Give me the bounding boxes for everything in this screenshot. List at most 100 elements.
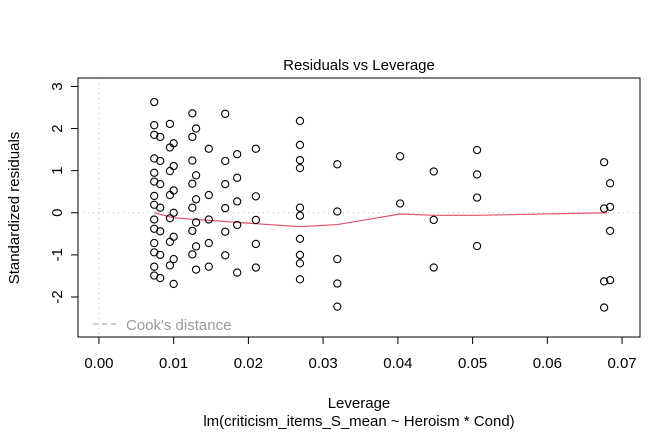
data-point — [295, 140, 305, 150]
y-tick-label: -2 — [49, 290, 66, 303]
data-point — [156, 156, 165, 166]
data-point — [333, 302, 342, 311]
data-point — [251, 215, 261, 225]
x-tick-label: 0.06 — [533, 355, 562, 372]
y-tick-label: 1 — [49, 166, 66, 174]
data-point — [191, 195, 201, 204]
data-point — [221, 156, 230, 166]
data-point — [165, 261, 175, 270]
x-tick-label: 0.00 — [84, 355, 113, 372]
data-point — [221, 251, 230, 260]
data-point — [333, 279, 342, 288]
data-point — [429, 215, 438, 225]
data-point — [169, 279, 178, 289]
data-point — [233, 220, 242, 230]
data-point — [169, 139, 178, 148]
data-point — [251, 263, 261, 272]
data-point — [395, 199, 405, 208]
data-point — [188, 250, 197, 259]
data-point — [156, 203, 165, 212]
data-point — [150, 238, 159, 248]
data-point — [333, 254, 342, 264]
data-point — [221, 109, 230, 118]
plot-area: 0.00 0.01 0.02 0.03 0.04 0.05 0.06 0.07 -2 -1 0 1 2 3… — [0, 0, 641, 372]
data-point — [233, 268, 242, 277]
data-point — [165, 237, 175, 246]
y-axis-label: Standardized residuals — [6, 132, 23, 285]
data-point — [165, 166, 175, 176]
x-tick-label: 0.04 — [383, 355, 412, 372]
data-point — [188, 179, 197, 188]
data-point — [472, 145, 482, 155]
data-point — [204, 215, 213, 224]
x-tick-label: 0.05 — [458, 355, 487, 372]
x-tick-label: 0.02 — [234, 355, 263, 372]
y-tick-label: -1 — [49, 248, 66, 261]
data-point — [221, 203, 230, 213]
data-point — [156, 132, 165, 142]
data-point — [295, 163, 305, 173]
data-point — [204, 238, 213, 248]
data-point — [295, 259, 305, 268]
data-point — [191, 265, 201, 274]
data-point — [188, 156, 197, 165]
data-point — [599, 277, 609, 286]
data-point — [204, 144, 213, 153]
y-tick-label: 3 — [49, 82, 66, 90]
data-point — [233, 173, 242, 182]
data-point — [605, 275, 615, 285]
data-point — [188, 132, 197, 142]
x-tick-label: 0.03 — [309, 355, 338, 372]
data-point — [169, 254, 178, 264]
data-point — [605, 226, 615, 236]
data-point — [156, 227, 165, 236]
data-point — [150, 262, 159, 271]
data-point — [395, 152, 405, 161]
smooth-line — [154, 212, 608, 228]
data-point — [191, 242, 201, 251]
cooks-distance-legend-label: Cook's distance — [126, 317, 231, 334]
data-point — [295, 250, 305, 260]
data-point — [169, 186, 178, 195]
data-point — [156, 273, 165, 283]
plot-frame — [77, 77, 641, 338]
x-axis-label: Leverage — [328, 395, 391, 412]
data-point — [165, 214, 175, 223]
data-point — [204, 190, 213, 200]
data-point — [169, 232, 178, 241]
data-point — [605, 179, 615, 188]
data-point — [295, 234, 305, 244]
data-point — [156, 179, 165, 189]
data-point — [333, 207, 342, 216]
data-point — [472, 193, 482, 202]
data-point — [169, 208, 178, 217]
chart-title: Residuals vs Leverage — [283, 57, 435, 74]
data-point — [188, 226, 197, 236]
data-point — [150, 121, 159, 130]
data-point — [188, 203, 197, 212]
data-point — [599, 158, 609, 167]
data-point — [599, 303, 609, 312]
data-point — [150, 168, 159, 177]
data-point — [472, 241, 482, 251]
data-point — [169, 161, 178, 171]
data-point — [251, 239, 261, 249]
data-point — [295, 116, 305, 126]
data-point — [150, 97, 159, 107]
chart-subtitle: lm(criticism_items_S_mean ~ Heroism * Co… — [203, 413, 514, 430]
data-point — [333, 160, 342, 169]
data-point — [191, 124, 201, 133]
x-tick-label: 0.07 — [607, 355, 636, 372]
data-point — [221, 227, 230, 236]
data-point — [188, 109, 197, 118]
data-point — [251, 144, 261, 153]
data-point — [295, 275, 305, 284]
data-point — [150, 191, 159, 201]
data-point — [204, 262, 213, 271]
data-point — [156, 250, 165, 260]
data-point — [150, 215, 159, 224]
y-tick-label: 0 — [49, 209, 66, 217]
x-tick-label: 0.01 — [159, 355, 188, 372]
data-point — [233, 150, 242, 159]
